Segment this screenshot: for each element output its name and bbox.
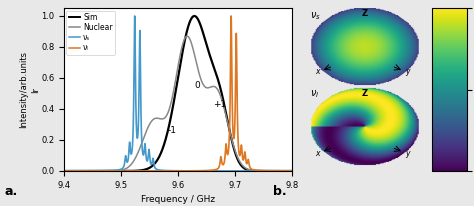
Text: $\nu_s$: $\nu_s$ [310,10,321,22]
Text: x: x [315,67,319,76]
Line: Nuclear: Nuclear [64,36,292,171]
νₗ [231,134,237,137]
νₛ [61,170,67,172]
νₗ [61,170,67,172]
Text: Z: Z [362,89,368,98]
νₗ [228,15,234,17]
Nuclear [231,147,237,150]
Sim [102,170,108,172]
Nuclear [61,170,67,172]
Sim [198,25,204,27]
νₛ [249,170,255,172]
νₛ [231,170,237,172]
Nuclear [210,85,215,88]
Sim [210,62,215,64]
Nuclear [148,121,154,123]
Text: b.: b. [273,185,286,198]
Text: Z: Z [362,9,368,18]
Legend: Sim, Nuclear, νₛ, νₗ: Sim, Nuclear, νₛ, νₗ [66,11,115,55]
Sim [249,169,255,172]
Sim [231,149,237,151]
νₗ [210,169,215,171]
νₛ [198,170,204,172]
Y-axis label: Intensity/arb.units
Ir: Intensity/arb.units Ir [19,51,40,128]
νₛ [148,163,154,166]
νₛ [289,170,295,172]
νₛ [132,15,137,17]
νₗ [249,168,255,170]
Line: νₛ: νₛ [64,16,292,171]
Text: $\nu_l$: $\nu_l$ [310,88,319,100]
Nuclear [249,169,255,172]
Text: -1: -1 [168,126,177,135]
Sim [191,15,197,17]
Text: y: y [405,149,410,158]
Line: νₗ: νₗ [64,16,292,171]
νₗ [289,170,295,172]
νₛ [102,169,108,172]
Text: y: y [405,67,410,76]
Line: Sim: Sim [64,16,292,171]
Nuclear [198,78,204,80]
Sim [148,166,154,168]
νₗ [198,170,204,172]
Nuclear [184,35,190,37]
νₗ [102,170,108,172]
Sim [61,170,67,172]
νₗ [148,170,154,172]
Text: a.: a. [5,185,18,198]
Text: x: x [315,149,319,158]
Text: +1: +1 [213,100,227,109]
Sim [289,170,295,172]
νₛ [210,170,215,172]
Text: 0: 0 [195,81,201,90]
X-axis label: Frequency / GHz: Frequency / GHz [141,195,215,204]
Nuclear [289,170,295,172]
Nuclear [102,170,108,172]
